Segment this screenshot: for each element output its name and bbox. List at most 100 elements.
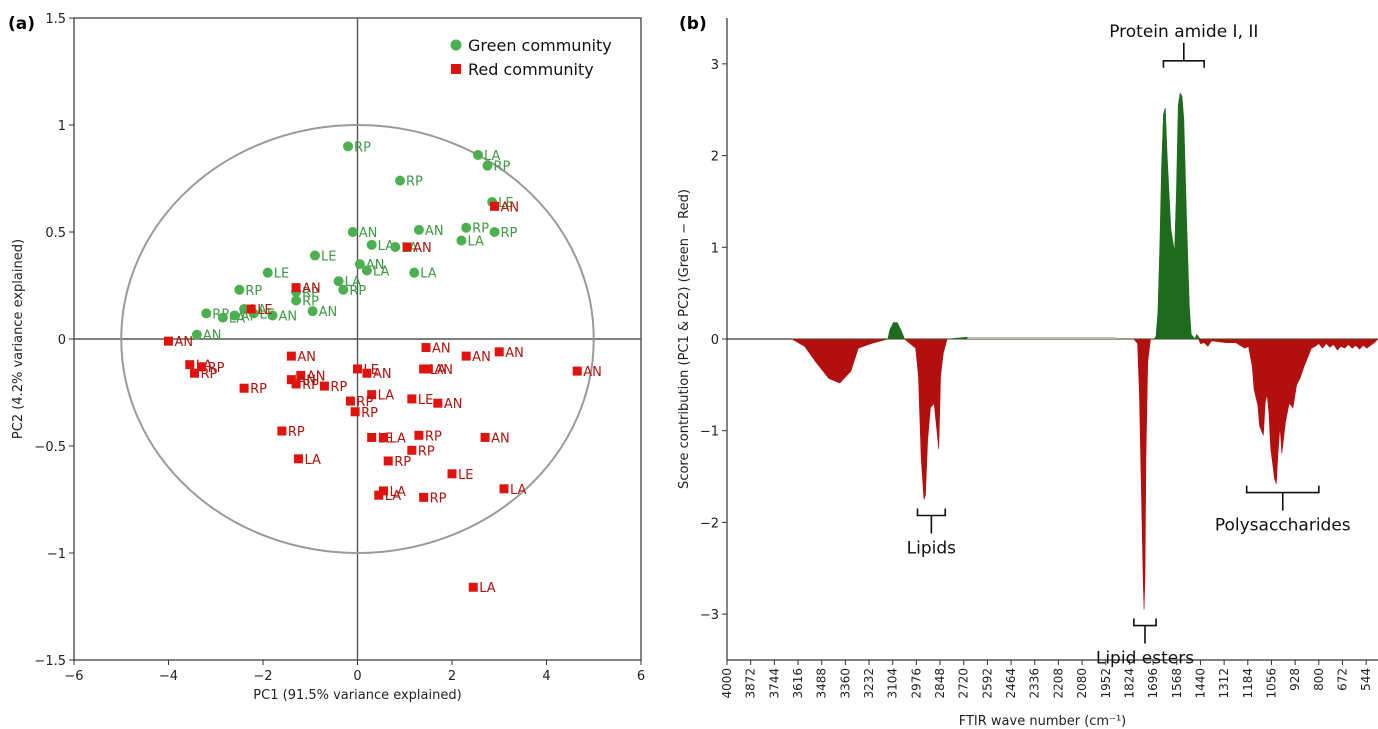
x-tick-label: 2336 (1028, 668, 1042, 699)
y-tick-label: −1.5 (34, 654, 66, 669)
data-point (189, 368, 199, 378)
x-tick-label: 672 (1335, 668, 1349, 691)
data-point (309, 250, 320, 261)
data-point (407, 394, 417, 404)
annotation-label: Lipid esters (1096, 649, 1194, 669)
point-label: RP (250, 382, 267, 397)
x-tick-label: 0 (353, 669, 361, 684)
annotation-label: Protein amide I, II (1109, 22, 1258, 42)
data-point (291, 283, 301, 293)
point-label: RP (330, 380, 347, 395)
point-label: AN (425, 224, 444, 239)
point-label: RP (245, 284, 262, 299)
point-label: AN (302, 282, 321, 297)
point-label: AN (444, 397, 463, 412)
x-axis-title: FTIR wave number (cm⁻¹) (959, 714, 1127, 729)
data-point (296, 370, 306, 380)
x-tick-label: 3104 (886, 668, 900, 699)
point-label: AN (203, 329, 222, 344)
point-label: AN (583, 365, 602, 380)
x-tick-label: 2976 (909, 668, 923, 699)
data-point (338, 284, 349, 295)
data-point (419, 492, 429, 502)
point-label: AN (413, 241, 432, 256)
x-tick-label: 1056 (1264, 668, 1278, 699)
data-point (239, 304, 250, 315)
point-label: AN (501, 200, 520, 215)
point-label: RP (418, 444, 435, 459)
data-point (456, 235, 467, 246)
x-tick-label: 800 (1312, 668, 1326, 691)
legend-red-marker (451, 64, 461, 74)
point-label: AN (472, 350, 491, 365)
point-label: AN (319, 305, 338, 320)
x-tick-label: 1440 (1193, 668, 1207, 699)
point-label: RP (354, 140, 371, 155)
point-label: RP (425, 429, 442, 444)
data-point (367, 432, 377, 442)
point-label: LA (389, 431, 406, 446)
point-label: RP (349, 284, 366, 299)
point-label: LA (430, 363, 447, 378)
y-tick-label: 1 (711, 241, 719, 256)
point-label: AN (434, 363, 453, 378)
point-label: RP (406, 175, 423, 190)
y-tick-label: 0 (58, 333, 66, 348)
x-tick-label: 3360 (838, 668, 852, 699)
data-point (480, 432, 490, 442)
point-label: LA (345, 275, 362, 290)
point-label: RP (430, 491, 447, 506)
x-tick-label: −4 (159, 669, 178, 684)
point-label: AN (505, 346, 524, 361)
data-point (378, 486, 388, 496)
data-point (234, 284, 245, 295)
point-label: AN (359, 226, 378, 241)
x-axis-title: PC1 (91.5% variance explained) (253, 688, 461, 703)
annotation-bracket (916, 508, 947, 517)
data-point (333, 276, 344, 287)
data-point (201, 308, 212, 319)
data-point (229, 310, 240, 321)
data-point (239, 383, 249, 393)
data-point (267, 310, 278, 321)
data-point (350, 407, 360, 417)
data-point (433, 398, 443, 408)
ftir-score-panel: −3 −2 −1 0 1 2 3 4000 3872 3744 3616 3488 3360 3232 31… (677, 14, 1378, 729)
x-tick-label: 1824 (1122, 668, 1136, 699)
x-tick-label: 1184 (1241, 668, 1255, 699)
point-label: AN (307, 369, 326, 384)
data-point (291, 295, 302, 306)
point-label: LE (274, 267, 289, 282)
data-point (277, 426, 287, 436)
y-tick-label: −3 (700, 608, 719, 623)
data-point (262, 267, 273, 278)
point-label: RP (302, 294, 319, 309)
point-label: LA (484, 149, 501, 164)
x-tick-label: 3744 (767, 668, 781, 699)
point-label: LE (498, 196, 513, 211)
point-label: LA (420, 267, 437, 282)
y-axis-title: Score contribution (PC1 & PC2) (Green − … (677, 189, 692, 489)
y-tick-label: −1 (47, 547, 66, 562)
x-tick-label: 2464 (1004, 668, 1018, 699)
x-tick-label: 2 (448, 669, 456, 684)
annotation-label: Lipids (907, 539, 956, 559)
green-positive-area (791, 92, 1378, 340)
data-point (361, 265, 372, 276)
data-point (354, 259, 365, 270)
x-tick-label: 6 (637, 669, 645, 684)
y-tick-label: 1 (58, 119, 66, 134)
point-label: LA (389, 485, 406, 500)
red-community-series: ANLARPRPRPANANANRPRPLEANLARPRPANANANLAAN… (164, 200, 602, 596)
point-label: LA (378, 239, 395, 254)
data-point (307, 306, 318, 317)
data-point (421, 343, 431, 353)
correlation-circle (120, 124, 595, 554)
point-label: LA (304, 453, 321, 468)
data-point (482, 160, 493, 171)
point-label: LA (373, 265, 390, 280)
point-label: LE (418, 393, 433, 408)
x-tick-label: 2848 (933, 668, 947, 699)
y-tick-label: 3 (711, 58, 719, 73)
